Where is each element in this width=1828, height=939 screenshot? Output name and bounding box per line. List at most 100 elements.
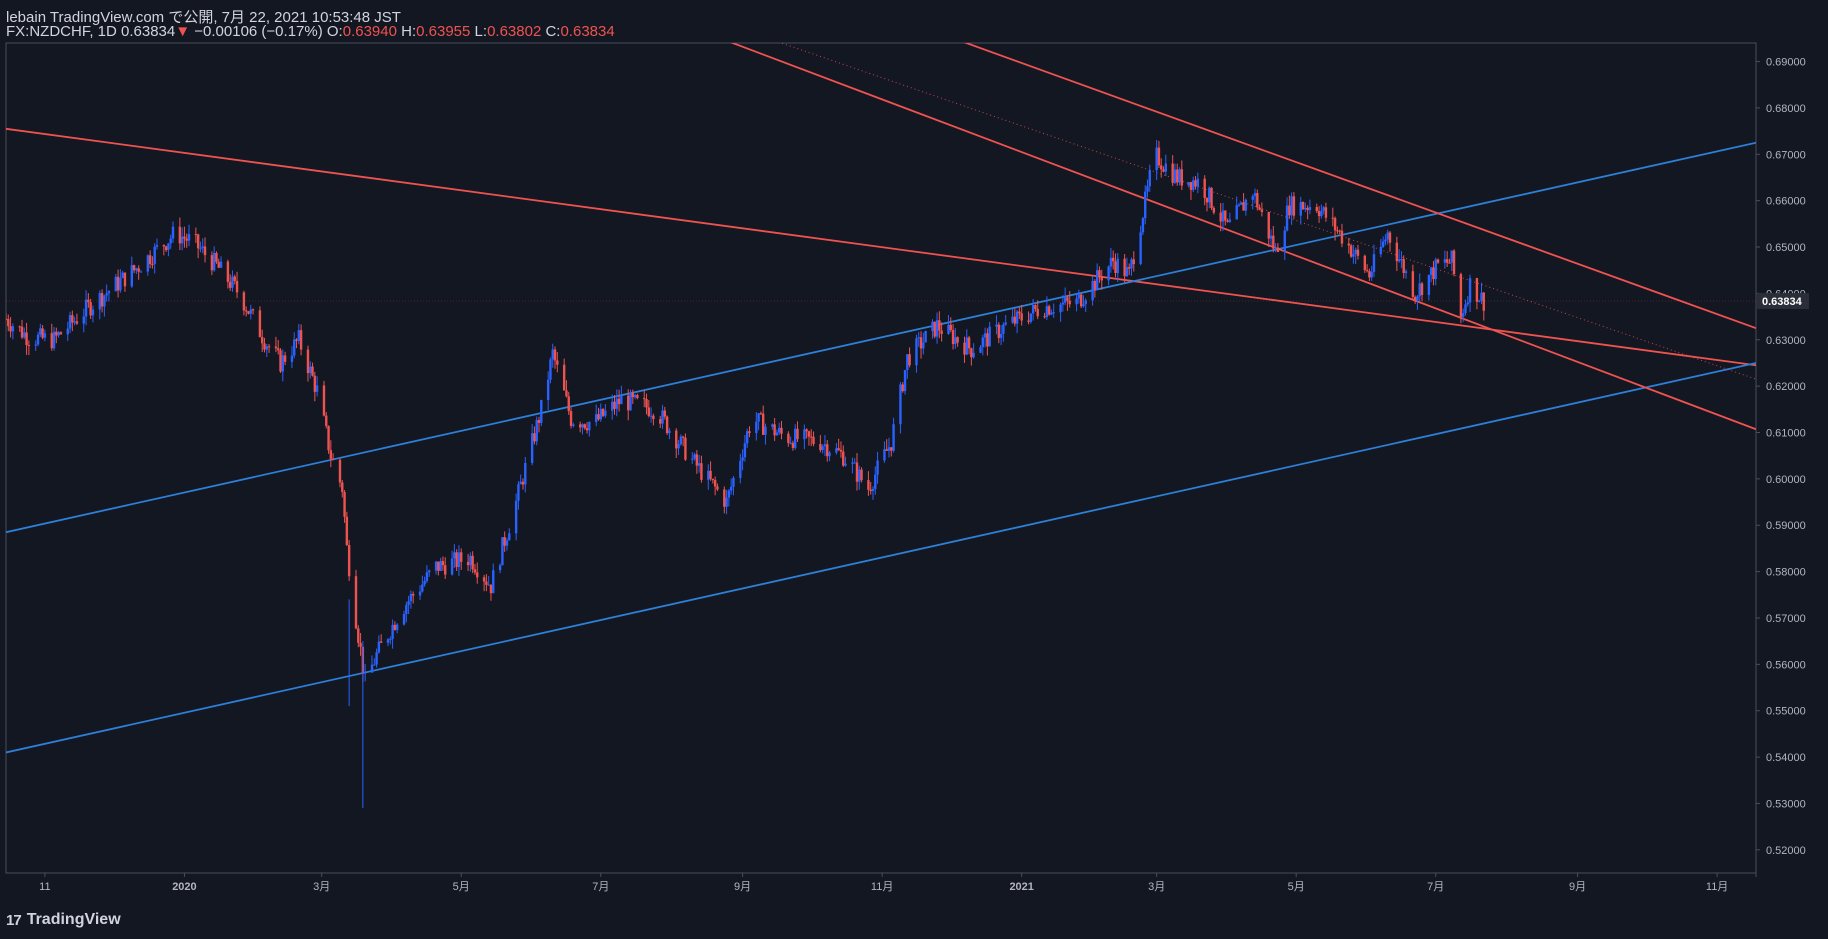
price-tick-label: 0.59000 [1766,520,1806,532]
candle [363,663,367,682]
price-axis[interactable]: 0.52000 0.53000 0.54000 0.55000 0.56000 0.570… [1756,57,1806,857]
candle-body [661,410,664,424]
candle [979,345,982,353]
candle-body [668,430,671,434]
candle [338,458,342,488]
candle-body [761,413,765,435]
candle [569,407,573,429]
candle [675,428,678,459]
candle [331,453,335,461]
candle [821,444,824,454]
candle [931,319,934,339]
candle-body [1050,312,1053,315]
candle [1274,243,1277,253]
trendline-4[interactable] [727,41,1756,431]
candle-body [498,565,502,571]
candle [43,329,47,342]
candle [123,272,127,292]
candle [1420,281,1424,302]
candle-body [508,533,511,541]
candle-body [972,352,975,358]
price-tick-label: 0.53000 [1766,798,1806,810]
candle [1125,257,1129,277]
candle [679,434,683,446]
candle-body [1228,219,1232,222]
candle [1123,254,1126,283]
candle-body [551,349,554,360]
price-tick-label: 0.52000 [1766,845,1806,857]
candle [187,224,191,247]
candle [1290,192,1293,225]
candle [883,441,886,463]
trendline-2[interactable] [6,141,1756,534]
time-tick-label: 11月 [871,881,893,893]
candle-body [970,348,973,358]
candle [1176,163,1179,186]
candle [1292,192,1296,219]
candle-body [1002,324,1005,334]
candle [55,327,58,344]
symbol-name[interactable]: FX:NZDCHF, 1D [6,23,117,40]
candle [1372,244,1376,278]
candle-body [951,330,955,345]
candle-body [521,481,525,485]
time-axis[interactable]: 11 2020 3月 5月 7月 9月 11月 2021 3月 5月 7月 9月 11月 [39,873,1728,893]
candle-body [1381,241,1385,247]
trendlines[interactable] [6,41,1756,754]
candle-body [729,486,733,491]
candle [244,306,248,317]
candle [1288,195,1291,219]
candle-body [407,601,410,605]
trendline-3[interactable] [6,362,1756,754]
candle [290,346,294,369]
candle-body [148,255,152,264]
candle-body [327,425,330,451]
candle-body [1354,249,1357,255]
candle [1478,299,1481,303]
candle-body [315,385,319,392]
candle-body [567,396,570,412]
candle [1107,265,1110,286]
candle-body [585,428,589,431]
candle-body [1091,280,1094,301]
candle-body [1322,207,1325,211]
candle [617,389,621,412]
candle [553,346,557,369]
candle [98,290,101,320]
trendline-5[interactable] [960,41,1756,330]
candle-body [418,591,422,596]
candle-body [103,295,106,307]
candle-body [1482,292,1485,311]
candle [444,557,447,579]
candle-body [581,424,584,428]
candle-body [210,255,214,271]
time-tick-label: 2020 [172,881,196,893]
candle-body [940,330,943,334]
candle-body [146,255,150,272]
candle [501,537,504,566]
candle-body [1478,300,1481,302]
candle [1365,264,1369,273]
candle [562,358,566,391]
candle-body [695,454,699,466]
candle [169,234,172,249]
candle [540,399,543,427]
candle-body [290,355,294,362]
candle [469,552,472,572]
candle-body [377,641,381,653]
candle-body [217,261,220,268]
candle [1349,243,1353,258]
candle-body [693,454,696,459]
candle [933,321,936,339]
candle [1160,158,1163,178]
candle-body [938,320,941,331]
candle [386,638,390,647]
candle-body [1480,292,1483,301]
candle-body [796,428,799,440]
tradingview-footer[interactable]: 17 TradingView [6,909,121,931]
candle-body [503,537,506,546]
candle-body [27,344,31,346]
trendline-1[interactable] [6,127,1756,367]
candle-body [647,407,651,416]
